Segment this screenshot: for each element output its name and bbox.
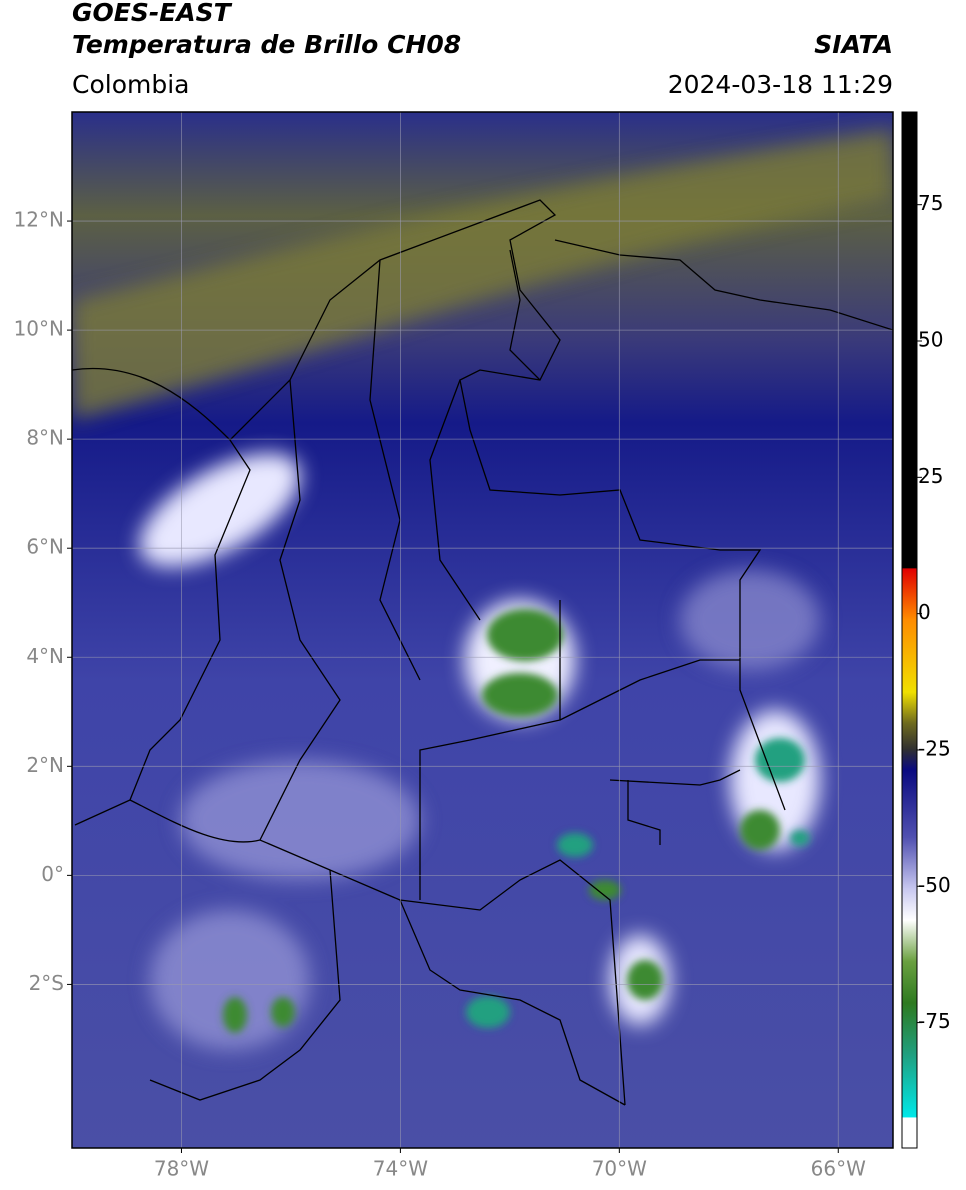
colorbar — [901, 111, 918, 1149]
colorbar-tick-label: -75 — [918, 1009, 951, 1033]
y-tick-label: 4°N — [26, 644, 64, 668]
x-tick-label: 78°W — [154, 1157, 209, 1181]
ticks: 78°W 74°W 70°W 66°W 12°N 10°N 8°N 6°N 4°N 2°N 0° 2°… — [14, 191, 951, 1180]
map-frame — [71, 111, 894, 1149]
colorbar-tick-label: 0 — [918, 600, 931, 624]
title: GOES-EAST — [72, 0, 233, 27]
colorbar-tick-label: -25 — [918, 736, 951, 760]
x-tick-label: 66°W — [811, 1157, 866, 1181]
colorbar-tick-label: 50 — [918, 328, 943, 352]
y-tick-label: 2°S — [29, 971, 64, 995]
graticule — [72, 112, 893, 1148]
colorbar-tick-label: 75 — [918, 191, 943, 215]
y-tick-label: 0° — [41, 862, 64, 886]
deep-convection — [223, 609, 810, 1033]
y-tick-label: 10°N — [14, 317, 64, 341]
x-tick-label: 74°W — [373, 1157, 428, 1181]
y-tick-label: 2°N — [26, 753, 64, 777]
x-tick-label: 70°W — [592, 1157, 647, 1181]
y-tick-label: 12°N — [14, 208, 64, 232]
y-tick-label: 8°N — [26, 426, 64, 450]
source: SIATA — [814, 30, 893, 59]
imagery — [72, 112, 893, 1148]
y-tick-label: 6°N — [26, 535, 64, 559]
timestamp: 2024-03-18 11:29 — [668, 70, 893, 99]
colorbar-tick-label: 25 — [918, 464, 943, 488]
region: Colombia — [72, 70, 189, 99]
subtitle: Temperatura de Brillo CH08 — [72, 30, 461, 59]
colorbar-tick-label: -50 — [918, 873, 951, 897]
